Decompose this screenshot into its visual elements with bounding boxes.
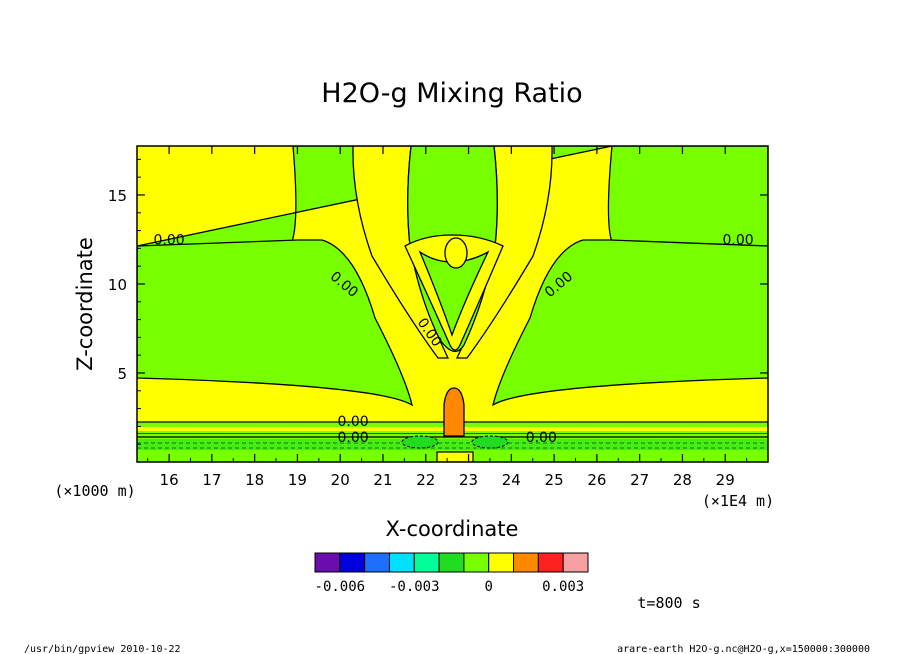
y-axis-label: Z-coordinate [73, 237, 97, 371]
contour-label-text: 0.00 [153, 232, 184, 248]
colorbar [314, 552, 589, 573]
contour-region-green-middle [137, 146, 768, 247]
footer-right: arare-earth_H2O-g.nc@H2O-g,x=150000:3000… [617, 644, 870, 654]
x-axis-ticks: 16 17 18 19 20 21 22 23 24 25 26 27 28 29 [147, 146, 748, 489]
y-tick-label: 5 [117, 365, 127, 383]
y-tick-label: 15 [108, 187, 127, 205]
colorbar-swatch [562, 552, 589, 573]
colorbar-swatch [463, 552, 490, 573]
x-tick-label: 24 [502, 471, 521, 489]
colorbar-tick-label: 0.003 [542, 579, 584, 595]
contour-label-text: 0.00 [526, 430, 557, 446]
x-axis-unit: (×1E4 m) [702, 492, 774, 510]
contour-region-orange-plume [443, 387, 465, 437]
contour-label: 0.00 [337, 414, 368, 430]
contour-label-text: 0.00 [337, 430, 368, 446]
x-tick-label: 29 [716, 471, 735, 489]
colorbar-swatch [314, 552, 341, 573]
contour-region-green-lower-right [491, 239, 768, 407]
colorbar-tick-label: -0.006 [315, 579, 366, 595]
plot-area: 0.00 0.000.00 0.000.000.000.00 0.00 [136, 145, 769, 463]
chart-title: H2O-g Mixing Ratio [321, 78, 582, 109]
x-tick-label: 20 [331, 471, 350, 489]
contour-dashed-ellipse-left [401, 435, 439, 449]
x-tick-label: 25 [545, 471, 564, 489]
time-label: t=800 s [637, 594, 700, 612]
contour-label-text: 0.00 [337, 414, 368, 430]
y-tick-label: 10 [108, 276, 127, 294]
footer-left: /usr/bin/gpview 2010-10-22 [24, 644, 181, 654]
contour-label: 0.00 [337, 430, 368, 446]
colorbar-tick-label: 0 [485, 579, 493, 595]
x-tick-label: 21 [373, 471, 392, 489]
x-tick-label: 19 [288, 471, 307, 489]
y-axis-ticks: 5 10 15 [108, 158, 768, 445]
contour-label: 0.00 [526, 430, 557, 446]
colorbar-swatch [339, 552, 366, 573]
colorbar-tick-label: -0.003 [389, 579, 440, 595]
colorbar-swatch [364, 552, 390, 573]
contour-region-yellow-bottom-center [436, 451, 474, 462]
contour-label: 0.00 [722, 232, 753, 248]
x-tick-label: 27 [630, 471, 649, 489]
plot-frame [136, 145, 769, 463]
x-tick-label: 26 [587, 471, 606, 489]
x-tick-label: 23 [459, 471, 478, 489]
colorbar-swatch [513, 552, 539, 573]
colorbar-swatch [438, 552, 465, 573]
colorbar-labels: -0.006 -0.003 0 0.003 [315, 579, 585, 595]
x-tick-label: 22 [416, 471, 435, 489]
contour-label-text: 0.00 [722, 232, 753, 248]
contour-label: 0.00 [153, 232, 184, 248]
colorbar-swatch [537, 552, 564, 573]
contour-region-green-lower [137, 239, 414, 407]
colorbar-swatch [388, 552, 415, 573]
contour-region-green-v-inner [418, 250, 490, 337]
x-axis-label: X-coordinate [386, 517, 519, 541]
x-tick-label: 16 [160, 471, 179, 489]
contour-band-darkgreen-bottom [137, 439, 768, 450]
x-tick-label: 17 [202, 471, 221, 489]
contour-dashed-ellipse-right [471, 435, 509, 449]
colorbar-swatch [413, 552, 440, 573]
colorbar-swatch [488, 552, 515, 573]
x-tick-label: 28 [673, 471, 692, 489]
x-tick-label: 18 [245, 471, 264, 489]
contour-region-yellow-blob [444, 237, 468, 269]
y-axis-unit: (×1000 m) [54, 482, 135, 500]
